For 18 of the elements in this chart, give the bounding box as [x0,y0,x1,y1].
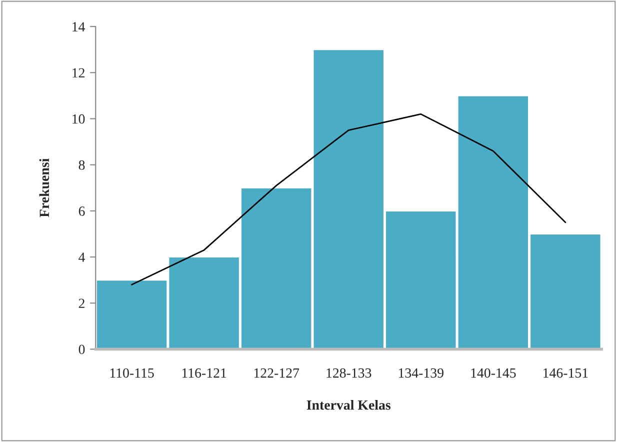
y-tick-label: 0 [78,344,85,354]
x-tick-label: 134-139 [398,368,444,378]
line-series [131,113,566,286]
x-tick-label: 146-151 [544,368,588,378]
y-tick-label: 12 [72,68,84,78]
y-tick-label: 6 [78,206,85,216]
y-tick-label: 4 [78,252,85,262]
x-tick-label: 140-145 [471,368,516,378]
y-tick-label: 2 [78,298,84,308]
x-tick-label: 116-121 [182,368,226,378]
y-axis-title: Frekuensi [39,158,50,218]
y-tick-label: 14 [72,22,85,32]
x-tick-label: 122-127 [254,368,300,378]
x-axis-title: Interval Kelas [306,400,391,410]
y-tick-label: 10 [72,114,85,124]
x-tick-label: 128-133 [326,368,372,378]
y-tick-label: 8 [78,160,85,170]
x-tick-label: 110-115 [110,368,154,378]
